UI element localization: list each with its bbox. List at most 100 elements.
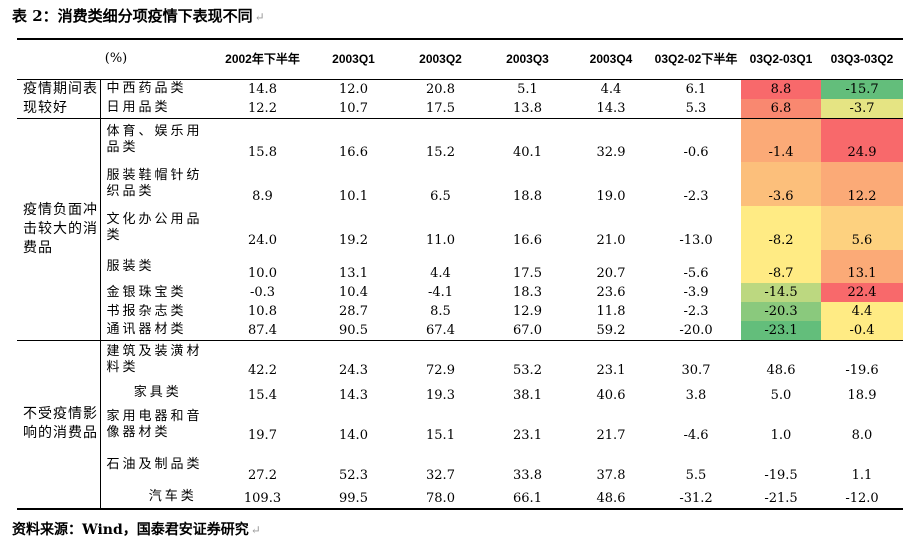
value-cell-2003q4: 21.0 xyxy=(596,233,626,248)
value-cell-03q3-03q2: 18.9 xyxy=(847,388,877,403)
col-header-03q2-02h2: 03Q2-02下半年 xyxy=(651,39,741,80)
item-label: 体育、娱乐用品类 xyxy=(106,124,203,156)
value-cell-2003q4: 40.6 xyxy=(596,388,626,403)
unit-header: (%) xyxy=(17,39,215,80)
value-cell-03q2-02h2: -13.0 xyxy=(679,233,713,248)
value-cell-2003q4: 20.7 xyxy=(596,266,626,281)
value-cell-03q2-03q1: 5.0 xyxy=(770,388,792,403)
item-label-cell: 家具类 xyxy=(100,380,215,405)
value-cell-2003q4: 32.9 xyxy=(571,117,651,162)
col-header-2003q1: 2003Q1 xyxy=(310,39,397,80)
col-header-2003q3: 2003Q3 xyxy=(484,39,571,80)
table-title: 表 2：消费类细分项疫情下表现不同 ↵ xyxy=(12,4,265,28)
value-cell-03q3-03q2: 13.1 xyxy=(821,250,903,283)
value-cell-03q2-02h2: 6.1 xyxy=(685,81,707,97)
item-label: 中西药品类 xyxy=(106,81,187,96)
value-cell-2002h2: 14.8 xyxy=(248,81,277,97)
value-cell-2003q2: 17.5 xyxy=(426,100,455,116)
item-label-cell: 中西药品类 xyxy=(100,79,215,99)
table-row: 不受疫情影响的消费品 建筑及装潢材料类 42.2 24.3 72.9 53.2 23.1 30… xyxy=(17,339,903,509)
value-cell-2003q1: 16.6 xyxy=(310,117,397,162)
value-cell-2003q1: 24.3 xyxy=(310,339,397,380)
value-cell-2003q1: 14.0 xyxy=(339,428,368,443)
value-cell-2003q4: 11.8 xyxy=(596,304,626,319)
value-cell-2003q2: 8.5 xyxy=(430,304,451,319)
value-cell-2003q1: 10.7 xyxy=(339,100,368,116)
value-cell-2003q3: 16.6 xyxy=(513,233,542,248)
value-cell-2003q1: 10.4 xyxy=(339,285,368,300)
table-row: 日用品类 12.2 10.7 17.5 13.8 14.3 5.3 6.8 -3.7 xyxy=(17,98,903,118)
col-header-03q2-03q1: 03Q2-03Q1 xyxy=(741,39,821,80)
value-cell-03q2-03q1: 8.8 xyxy=(741,79,821,99)
value-cell-2003q2: 78.0 xyxy=(426,491,455,506)
consumption-table-wrapper: (%) 2002年下半年 2003Q1 2003Q2 2003Q3 2003Q4… xyxy=(17,38,903,510)
value-cell-2003q2: 11.0 xyxy=(426,233,455,248)
table-row: 通讯器材类 87.4 90.5 67.4 67.0 59.2 -20.0 -23.1 -0.4 xyxy=(17,321,903,340)
item-label: 家用电器和音像器材类 xyxy=(106,409,203,440)
item-label: 文化办公用品类 xyxy=(106,212,203,243)
value-cell-2002h2: 109.3 xyxy=(243,491,282,506)
value-cell-03q2-03q1: -21.5 xyxy=(764,491,798,506)
value-cell-2003q1: 19.2 xyxy=(339,233,368,248)
value-cell-03q2-02h2: 5.5 xyxy=(685,468,707,483)
value-cell-2002h2: 10.0 xyxy=(248,266,277,281)
value-cell-2003q3: 12.9 xyxy=(513,304,542,319)
source-text: 资料来源：Wind，国泰君安证券研究 xyxy=(12,522,249,538)
value-cell-2002h2: 15.4 xyxy=(248,388,277,403)
value-cell-2003q4: 21.7 xyxy=(596,428,626,443)
item-label-cell: 书报杂志类 xyxy=(100,302,215,321)
value-cell-03q2-03q1: 6.8 xyxy=(741,98,821,118)
item-label-cell: 体育、娱乐用品类 xyxy=(100,117,215,162)
value-cell-2002h2: -0.3 xyxy=(249,285,276,300)
value-cell-2002h2: 10.8 xyxy=(248,304,277,319)
col-header-2003q4: 2003Q4 xyxy=(571,39,651,80)
return-mark: ↵ xyxy=(254,10,265,24)
table-row: 石油及制品类 27.2 52.3 32.7 33.8 37.8 5.5 -19.5 1.1 xyxy=(17,445,903,485)
category-hit: 疫情负面冲击较大的消费品 xyxy=(17,117,101,340)
value-cell-03q2-02h2: -31.2 xyxy=(679,491,713,506)
item-label: 金银珠宝类 xyxy=(106,284,187,300)
value-cell-2003q4: 4.4 xyxy=(600,81,622,97)
value-cell-03q3-03q2: 1.1 xyxy=(851,468,873,483)
value-cell-03q2-02h2: 5.3 xyxy=(685,100,707,116)
value-cell-2003q3: 33.8 xyxy=(513,468,542,483)
value-cell-03q3-03q2: -15.7 xyxy=(821,79,903,99)
value-cell-2003q3: 18.3 xyxy=(513,285,542,300)
value-cell-2003q1: 14.3 xyxy=(339,388,368,403)
value-cell-2003q2: 20.8 xyxy=(426,81,455,97)
item-label: 汽车类 xyxy=(148,488,197,504)
table-row: 家具类 15.4 14.3 19.3 38.1 40.6 3.8 5.0 18.9 xyxy=(17,380,903,405)
value-cell-03q2-02h2: 30.7 xyxy=(651,339,741,380)
value-cell-03q2-02h2: -2.3 xyxy=(683,189,709,204)
return-mark: ↵ xyxy=(250,523,261,537)
value-cell-03q3-03q2: 22.4 xyxy=(821,283,903,302)
item-label-cell: 金银珠宝类 xyxy=(100,283,215,302)
col-header-2002h2: 2002年下半年 xyxy=(215,39,310,80)
item-label: 石油及制品类 xyxy=(106,457,203,472)
item-label: 服装类 xyxy=(106,258,155,274)
value-cell-2003q2: 15.2 xyxy=(397,117,484,162)
value-cell-03q2-03q1: -8.2 xyxy=(741,206,821,250)
value-cell-03q2-03q1: -14.5 xyxy=(741,283,821,302)
table-row: 汽车类 109.3 99.5 78.0 66.1 48.6 -31.2 -21.5 -12.0 xyxy=(17,485,903,509)
value-cell-2003q4: 14.3 xyxy=(596,100,626,116)
item-label: 服装鞋帽针纺织品类 xyxy=(106,168,203,199)
value-cell-03q2-03q1: 1.0 xyxy=(770,428,792,443)
value-cell-03q3-03q2: 8.0 xyxy=(851,428,873,443)
value-cell-2002h2: 15.8 xyxy=(215,117,310,162)
value-cell-2003q1: 28.7 xyxy=(339,304,368,319)
value-cell-2003q1: 99.5 xyxy=(339,491,368,506)
item-label-cell: 服装鞋帽针纺织品类 xyxy=(100,162,215,206)
value-cell-2003q3: 53.2 xyxy=(484,339,571,380)
value-cell-2002h2: 24.0 xyxy=(248,233,277,248)
table-title-text: 表 2：消费类细分项疫情下表现不同 xyxy=(12,7,253,25)
value-cell-03q2-02h2: -3.9 xyxy=(683,285,709,300)
value-cell-2003q3: 18.8 xyxy=(513,189,542,204)
value-cell-2003q2: 72.9 xyxy=(397,339,484,380)
value-cell-2003q1: 13.1 xyxy=(339,266,368,281)
value-cell-03q2-03q1: -8.7 xyxy=(741,250,821,283)
value-cell-03q3-03q2: -0.4 xyxy=(821,321,903,340)
table-row: 服装鞋帽针纺织品类 8.9 10.1 6.5 18.8 19.0 -2.3 -3.6 12.2 xyxy=(17,162,903,206)
item-label: 日用品类 xyxy=(106,100,171,115)
category-unaffected: 不受疫情影响的消费品 xyxy=(17,339,101,509)
